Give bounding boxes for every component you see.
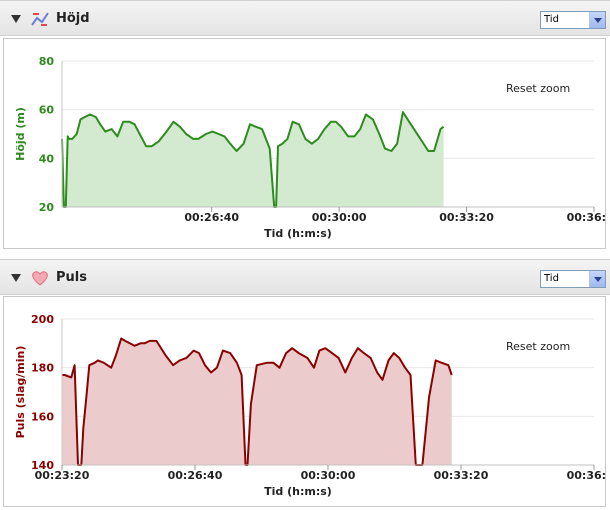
hojd-panel-header: Höjd Tid: [0, 0, 610, 36]
series-area: [62, 338, 452, 465]
y-axis-title: Puls (slag/min): [14, 346, 27, 439]
x-tick-label: 00:33:20: [434, 469, 489, 482]
puls-panel-header: Puls Tid: [0, 259, 610, 295]
puls-chart[interactable]: 140 160 180 200 00:23:20 00:26:40 00:30:00 00:3…: [4, 297, 610, 506]
series-line: [61, 111, 445, 208]
y-axis-title: Höjd (m): [14, 107, 27, 161]
series-line: [62, 337, 453, 466]
y-tick-label: 40: [39, 152, 55, 165]
puls-chart-box: 140 160 180 200 00:23:20 00:26:40 00:30:00 00:3…: [3, 296, 610, 507]
altitude-icon: [31, 12, 49, 26]
panel-title: Höjd: [56, 11, 90, 26]
y-tick-label: 20: [39, 201, 55, 214]
x-tick-label: 00:33:20: [439, 211, 494, 224]
x-axis-title: Tid (h:m:s): [264, 485, 332, 498]
y-tick-label: 60: [39, 104, 55, 117]
x-tick-label: 00:36:40: [567, 469, 605, 482]
x-tick-label: 00:26:40: [168, 469, 223, 482]
hojd-chart-box: 20 40 60 80 00:26:40 00:30:00 00:33:20 00:36:40…: [3, 38, 610, 249]
x-tick-label: 00:36:40: [567, 211, 605, 224]
x-axis-title: Tid (h:m:s): [264, 227, 332, 240]
y-tick-label: 80: [39, 55, 55, 68]
chevron-down-icon[interactable]: [589, 12, 605, 28]
collapse-triangle-icon[interactable]: [11, 15, 21, 23]
collapse-triangle-icon[interactable]: [11, 274, 21, 282]
chevron-down-icon[interactable]: [589, 271, 605, 287]
x-tick-label: 00:30:00: [301, 469, 356, 482]
x-tick-label: 00:26:40: [184, 211, 239, 224]
heart-icon: [32, 271, 48, 286]
x-tick-label: 00:30:00: [312, 211, 367, 224]
reset-zoom-link[interactable]: Reset zoom: [506, 340, 570, 353]
y-tick-label: 140: [31, 459, 54, 472]
y-tick-label: 160: [31, 410, 54, 423]
select-value: Tid: [544, 273, 559, 284]
reset-zoom-link[interactable]: Reset zoom: [506, 82, 570, 95]
y-tick-label: 200: [31, 313, 54, 326]
select-value: Tid: [544, 14, 559, 25]
y-tick-label: 180: [31, 362, 54, 375]
x-tick-label: 00:23:20: [35, 469, 90, 482]
series-area: [62, 112, 444, 207]
panel-title: Puls: [56, 270, 87, 285]
hojd-chart[interactable]: 20 40 60 80 00:26:40 00:30:00 00:33:20 00:36:40…: [4, 39, 610, 248]
x-axis-select[interactable]: Tid: [540, 11, 606, 29]
x-axis-select[interactable]: Tid: [540, 270, 606, 288]
